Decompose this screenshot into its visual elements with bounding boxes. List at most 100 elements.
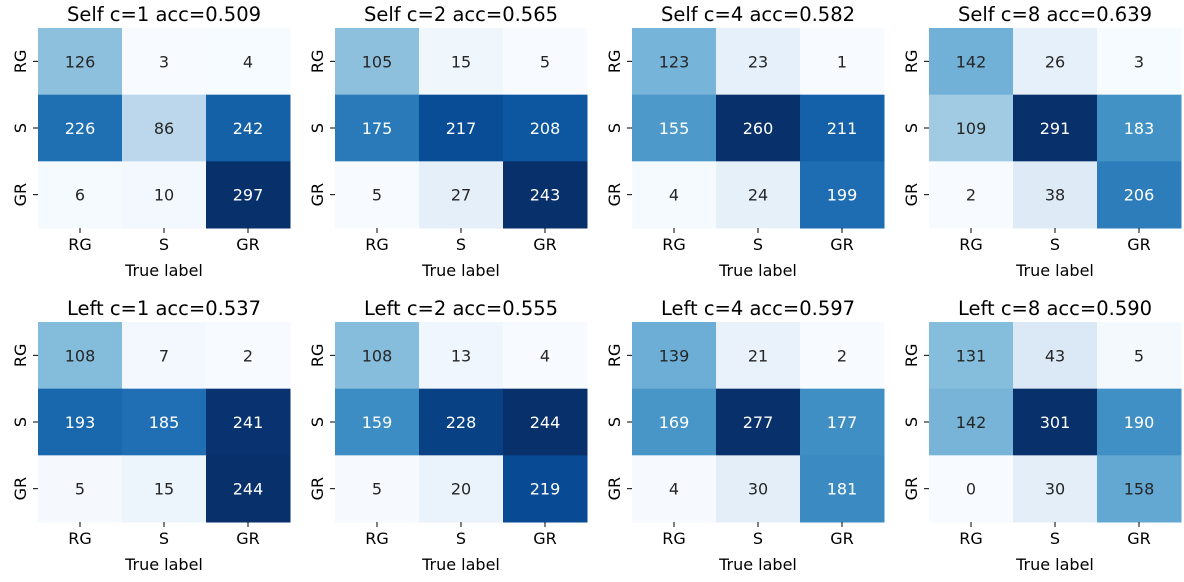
heatmap-cell — [122, 28, 207, 96]
cell-value-label: 38 — [1045, 186, 1065, 205]
y-tick-label: RG — [605, 50, 624, 74]
x-tick-label: S — [456, 235, 466, 254]
heatmap-cell — [419, 28, 504, 96]
x-tick-label: RG — [365, 529, 389, 548]
heatmap-cell — [206, 94, 291, 162]
heatmap-cell — [335, 322, 420, 390]
heatmap-cell — [335, 94, 420, 162]
heatmap-cell — [716, 161, 801, 229]
chart-title: Left c=4 acc=0.597 — [661, 297, 855, 320]
y-tick-label: GR — [11, 477, 30, 501]
cell-value-label: 108 — [65, 346, 96, 365]
cell-value-label: 181 — [827, 480, 858, 499]
heatmap-cell — [800, 388, 885, 456]
heatmap-cell — [38, 322, 123, 390]
heatmap-cell — [122, 322, 207, 390]
heatmap-cell — [38, 388, 123, 456]
y-tick-label: RG — [11, 344, 30, 368]
cell-value-label: 123 — [659, 52, 690, 71]
cell-value-label: 109 — [956, 119, 987, 138]
heatmap-cell — [800, 455, 885, 523]
cell-value-label: 23 — [748, 52, 768, 71]
cell-value-label: 226 — [65, 119, 96, 138]
chart-title: Self c=1 acc=0.509 — [67, 3, 261, 26]
x-tick-label: GR — [236, 529, 260, 548]
cell-value-label: 0 — [966, 480, 976, 499]
cell-value-label: 190 — [1124, 413, 1155, 432]
x-tick-label: GR — [533, 235, 557, 254]
x-axis-label: True label — [718, 555, 797, 574]
x-tick-label: S — [159, 529, 169, 548]
heatmap-cell — [419, 322, 504, 390]
cell-value-label: 155 — [659, 119, 690, 138]
cell-value-label: 21 — [748, 346, 768, 365]
x-tick-label: GR — [830, 529, 854, 548]
cell-value-label: 242 — [233, 119, 264, 138]
cell-value-label: 30 — [1045, 480, 1065, 499]
x-axis-label: True label — [421, 261, 500, 280]
x-tick-label: RG — [365, 235, 389, 254]
x-tick-label: S — [159, 235, 169, 254]
x-tick-label: S — [1050, 235, 1060, 254]
y-tick-label: S — [902, 123, 921, 133]
cell-value-label: 26 — [1045, 52, 1065, 71]
heatmap-panel-6: 108 13 4 159 228 244 5 20 219 Left c=2 acc=0.555 R… — [308, 297, 588, 574]
cell-value-label: 27 — [451, 186, 471, 205]
heatmap-cell — [1013, 455, 1098, 523]
x-tick-label: RG — [68, 529, 92, 548]
heatmap-cell — [632, 161, 717, 229]
cell-value-label: 86 — [154, 119, 174, 138]
heatmap-cell — [632, 455, 717, 523]
cell-value-label: 13 — [451, 346, 471, 365]
heatmap-cell — [800, 322, 885, 390]
heatmap-cell — [335, 161, 420, 229]
cell-value-label: 5 — [372, 480, 382, 499]
cell-value-label: 159 — [362, 413, 393, 432]
heatmap-cell — [929, 161, 1014, 229]
cell-value-label: 30 — [748, 480, 768, 499]
cell-value-label: 291 — [1040, 119, 1071, 138]
heatmap-cell — [1013, 28, 1098, 96]
cell-value-label: 4 — [669, 186, 679, 205]
y-tick-label: RG — [902, 344, 921, 368]
heatmap-cell — [419, 161, 504, 229]
x-tick-label: S — [753, 235, 763, 254]
heatmap-cell — [1097, 161, 1182, 229]
heatmap-cell — [632, 322, 717, 390]
x-tick-label: RG — [959, 529, 983, 548]
cell-value-label: 297 — [233, 186, 264, 205]
cell-value-label: 142 — [956, 413, 987, 432]
heatmap-cell — [1097, 455, 1182, 523]
y-tick-label: GR — [605, 477, 624, 501]
heatmap-cell — [1013, 388, 1098, 456]
cell-value-label: 24 — [748, 186, 768, 205]
y-tick-label: GR — [902, 477, 921, 501]
cell-value-label: 142 — [956, 52, 987, 71]
y-tick-label: S — [11, 123, 30, 133]
cell-value-label: 3 — [1134, 52, 1144, 71]
chart-title: Left c=8 acc=0.590 — [958, 297, 1152, 320]
chart-title: Left c=1 acc=0.537 — [67, 297, 261, 320]
heatmap-cell — [503, 388, 588, 456]
heatmap-cell — [800, 161, 885, 229]
cell-value-label: 4 — [243, 52, 253, 71]
x-axis-label: True label — [421, 555, 500, 574]
y-tick-label: S — [902, 417, 921, 427]
cell-value-label: 183 — [1124, 119, 1155, 138]
cell-value-label: 5 — [372, 186, 382, 205]
heatmap-cell — [419, 455, 504, 523]
cell-value-label: 126 — [65, 52, 96, 71]
heatmap-cell — [1013, 161, 1098, 229]
x-tick-label: GR — [1127, 529, 1151, 548]
cell-value-label: 43 — [1045, 346, 1065, 365]
cell-value-label: 7 — [159, 346, 169, 365]
cell-value-label: 244 — [233, 480, 264, 499]
heatmap-cell — [206, 322, 291, 390]
cell-value-label: 10 — [154, 186, 174, 205]
cell-value-label: 193 — [65, 413, 96, 432]
heatmap-cell — [503, 161, 588, 229]
cell-value-label: 5 — [1134, 346, 1144, 365]
heatmap-cell — [335, 455, 420, 523]
